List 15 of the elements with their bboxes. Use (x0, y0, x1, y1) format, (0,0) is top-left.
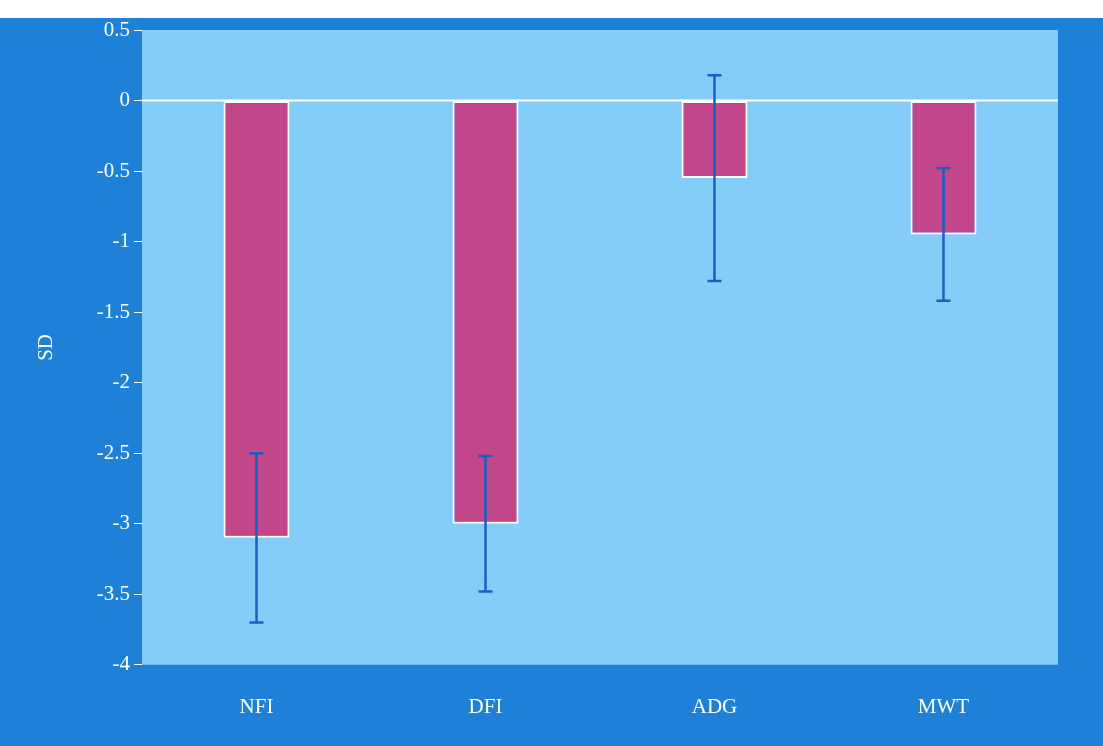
y-axis-title: SD (33, 333, 58, 361)
x-tick-label: DFI (468, 693, 503, 718)
y-tick-label: -2 (112, 369, 130, 394)
y-tick-label: -2.5 (96, 439, 130, 464)
y-tick-label: -4 (112, 651, 131, 676)
y-tick-label: -1.5 (96, 298, 130, 323)
y-tick-label: 0.5 (103, 16, 130, 41)
y-tick-label: -1 (112, 228, 130, 253)
x-tick-label: NFI (239, 693, 274, 718)
y-tick-label: 0 (119, 87, 130, 112)
y-tick-label: -3 (112, 510, 130, 535)
y-tick-label: -0.5 (96, 157, 130, 182)
x-tick-label: ADG (691, 693, 738, 718)
y-tick-label: -3.5 (96, 580, 130, 605)
x-tick-label: MWT (917, 693, 970, 718)
